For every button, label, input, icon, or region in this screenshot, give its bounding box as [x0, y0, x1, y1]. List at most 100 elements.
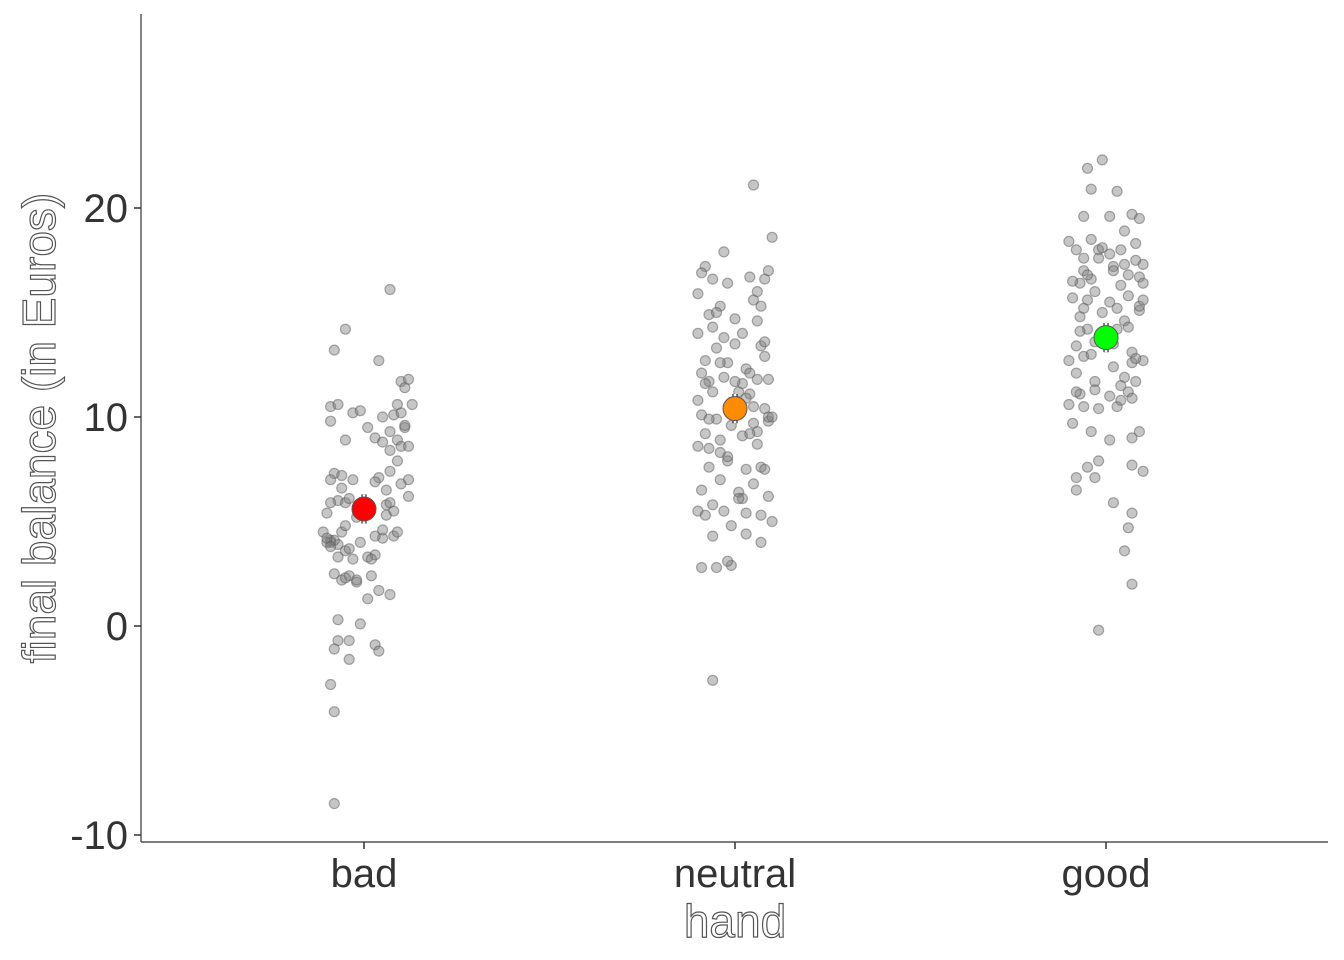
data-point-bad: [384, 283, 396, 296]
data-point-neutral: [744, 428, 756, 440]
data-point-good: [1092, 403, 1105, 415]
jitter-points: [317, 154, 1149, 810]
data-point-neutral: [747, 179, 760, 191]
data-point-neutral: [695, 367, 708, 379]
data-point-good: [1066, 292, 1079, 304]
data-point-bad: [399, 419, 411, 431]
data-point-bad: [369, 639, 381, 651]
data-point-good: [1070, 472, 1082, 484]
x-tick-label-good: good: [1062, 852, 1151, 896]
data-point-good: [1122, 290, 1134, 302]
data-point-neutral: [710, 342, 723, 354]
data-point-good: [1107, 497, 1120, 509]
data-point-neutral: [759, 463, 771, 475]
data-point-good: [1118, 545, 1131, 557]
data-point-good: [1126, 507, 1138, 519]
data-point-bad: [339, 572, 351, 584]
x-axis-ticks: bad neutral good: [331, 842, 1151, 896]
data-point-bad: [362, 421, 374, 434]
data-point-good: [1085, 183, 1097, 195]
data-point-neutral: [759, 336, 771, 348]
data-point-neutral: [699, 428, 711, 440]
data-point-bad: [332, 398, 344, 411]
data-point-neutral: [751, 315, 763, 327]
data-point-neutral: [699, 378, 711, 390]
data-point-neutral: [695, 561, 708, 574]
y-tick-label: 10: [84, 396, 129, 440]
data-point-bad: [354, 536, 366, 549]
y-tick-label: 0: [106, 605, 128, 649]
data-point-neutral: [710, 561, 723, 574]
data-point-neutral: [740, 463, 752, 475]
data-point-bad: [339, 520, 351, 532]
data-point-neutral: [766, 411, 778, 423]
data-point-bad: [384, 497, 396, 509]
data-point-neutral: [744, 367, 756, 379]
data-point-neutral: [718, 246, 730, 258]
data-point-bad: [343, 543, 355, 555]
data-point-good: [1070, 244, 1082, 256]
mean-point-bad: [351, 496, 377, 522]
data-point-bad: [380, 484, 392, 496]
data-point-bad: [347, 553, 359, 565]
data-point-neutral: [695, 484, 708, 496]
data-point-neutral: [733, 492, 745, 505]
data-point-good: [1078, 401, 1090, 413]
data-point-good: [1104, 434, 1116, 446]
data-point-good: [1078, 210, 1090, 222]
data-point-bad: [377, 411, 389, 423]
data-point-bad: [351, 574, 363, 586]
data-point-good: [1089, 384, 1101, 396]
data-point-good: [1104, 296, 1116, 308]
data-point-neutral: [755, 300, 767, 312]
data-point-neutral: [707, 499, 719, 511]
data-point-bad: [384, 426, 396, 438]
data-point-bad: [373, 584, 385, 597]
data-point-good: [1089, 375, 1101, 388]
data-point-good: [1085, 233, 1097, 245]
data-point-neutral: [699, 260, 711, 273]
data-point-bad: [325, 474, 337, 486]
mean-point-neutral: [722, 396, 748, 422]
data-point-good: [1070, 386, 1082, 398]
data-point-good: [1096, 242, 1108, 254]
data-point-good: [1126, 459, 1138, 471]
data-point-neutral: [692, 394, 704, 406]
data-point-neutral: [755, 536, 767, 549]
data-point-neutral: [759, 350, 771, 362]
data-point-neutral: [740, 507, 752, 519]
data-point-neutral: [714, 300, 726, 312]
data-point-bad: [336, 526, 348, 538]
data-point-bad: [362, 593, 374, 605]
data-point-neutral: [729, 375, 741, 388]
data-point-neutral: [703, 461, 715, 473]
data-point-good: [1078, 302, 1090, 314]
data-point-bad: [391, 526, 403, 538]
data-point-bad: [317, 526, 329, 538]
data-point-neutral: [721, 455, 734, 467]
data-point-good: [1118, 371, 1131, 383]
data-point-good: [1092, 624, 1105, 636]
data-point-bad: [377, 524, 389, 536]
y-tick-label: 20: [84, 187, 129, 231]
data-point-good: [1133, 304, 1146, 316]
data-point-bad: [384, 444, 396, 456]
data-point-good: [1070, 367, 1082, 379]
data-point-neutral: [707, 321, 719, 333]
data-point-good: [1081, 162, 1094, 174]
data-point-bad: [325, 497, 337, 509]
data-point-good: [1081, 461, 1094, 473]
data-point-neutral: [707, 674, 719, 686]
data-point-bad: [336, 482, 348, 494]
data-point-good: [1111, 401, 1123, 413]
data-point-good: [1070, 484, 1082, 496]
data-point-bad: [347, 474, 359, 486]
data-point-bad: [369, 530, 381, 542]
data-point-neutral: [729, 338, 741, 350]
data-point-bad: [377, 436, 389, 448]
data-point-neutral: [718, 505, 730, 517]
data-point-neutral: [707, 386, 719, 398]
data-point-good: [1107, 361, 1120, 373]
data-point-good: [1063, 355, 1075, 367]
